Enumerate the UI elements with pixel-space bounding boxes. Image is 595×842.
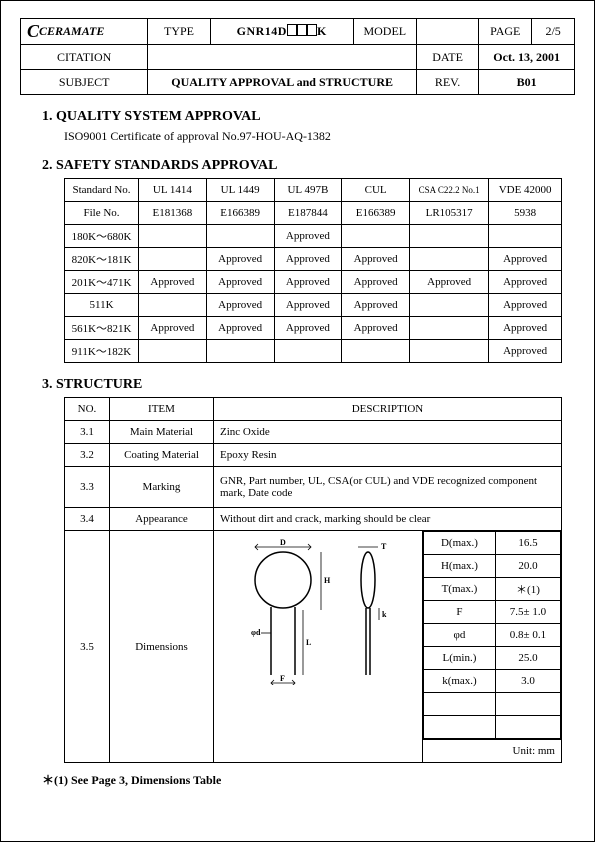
- page-frame: [0, 0, 595, 842]
